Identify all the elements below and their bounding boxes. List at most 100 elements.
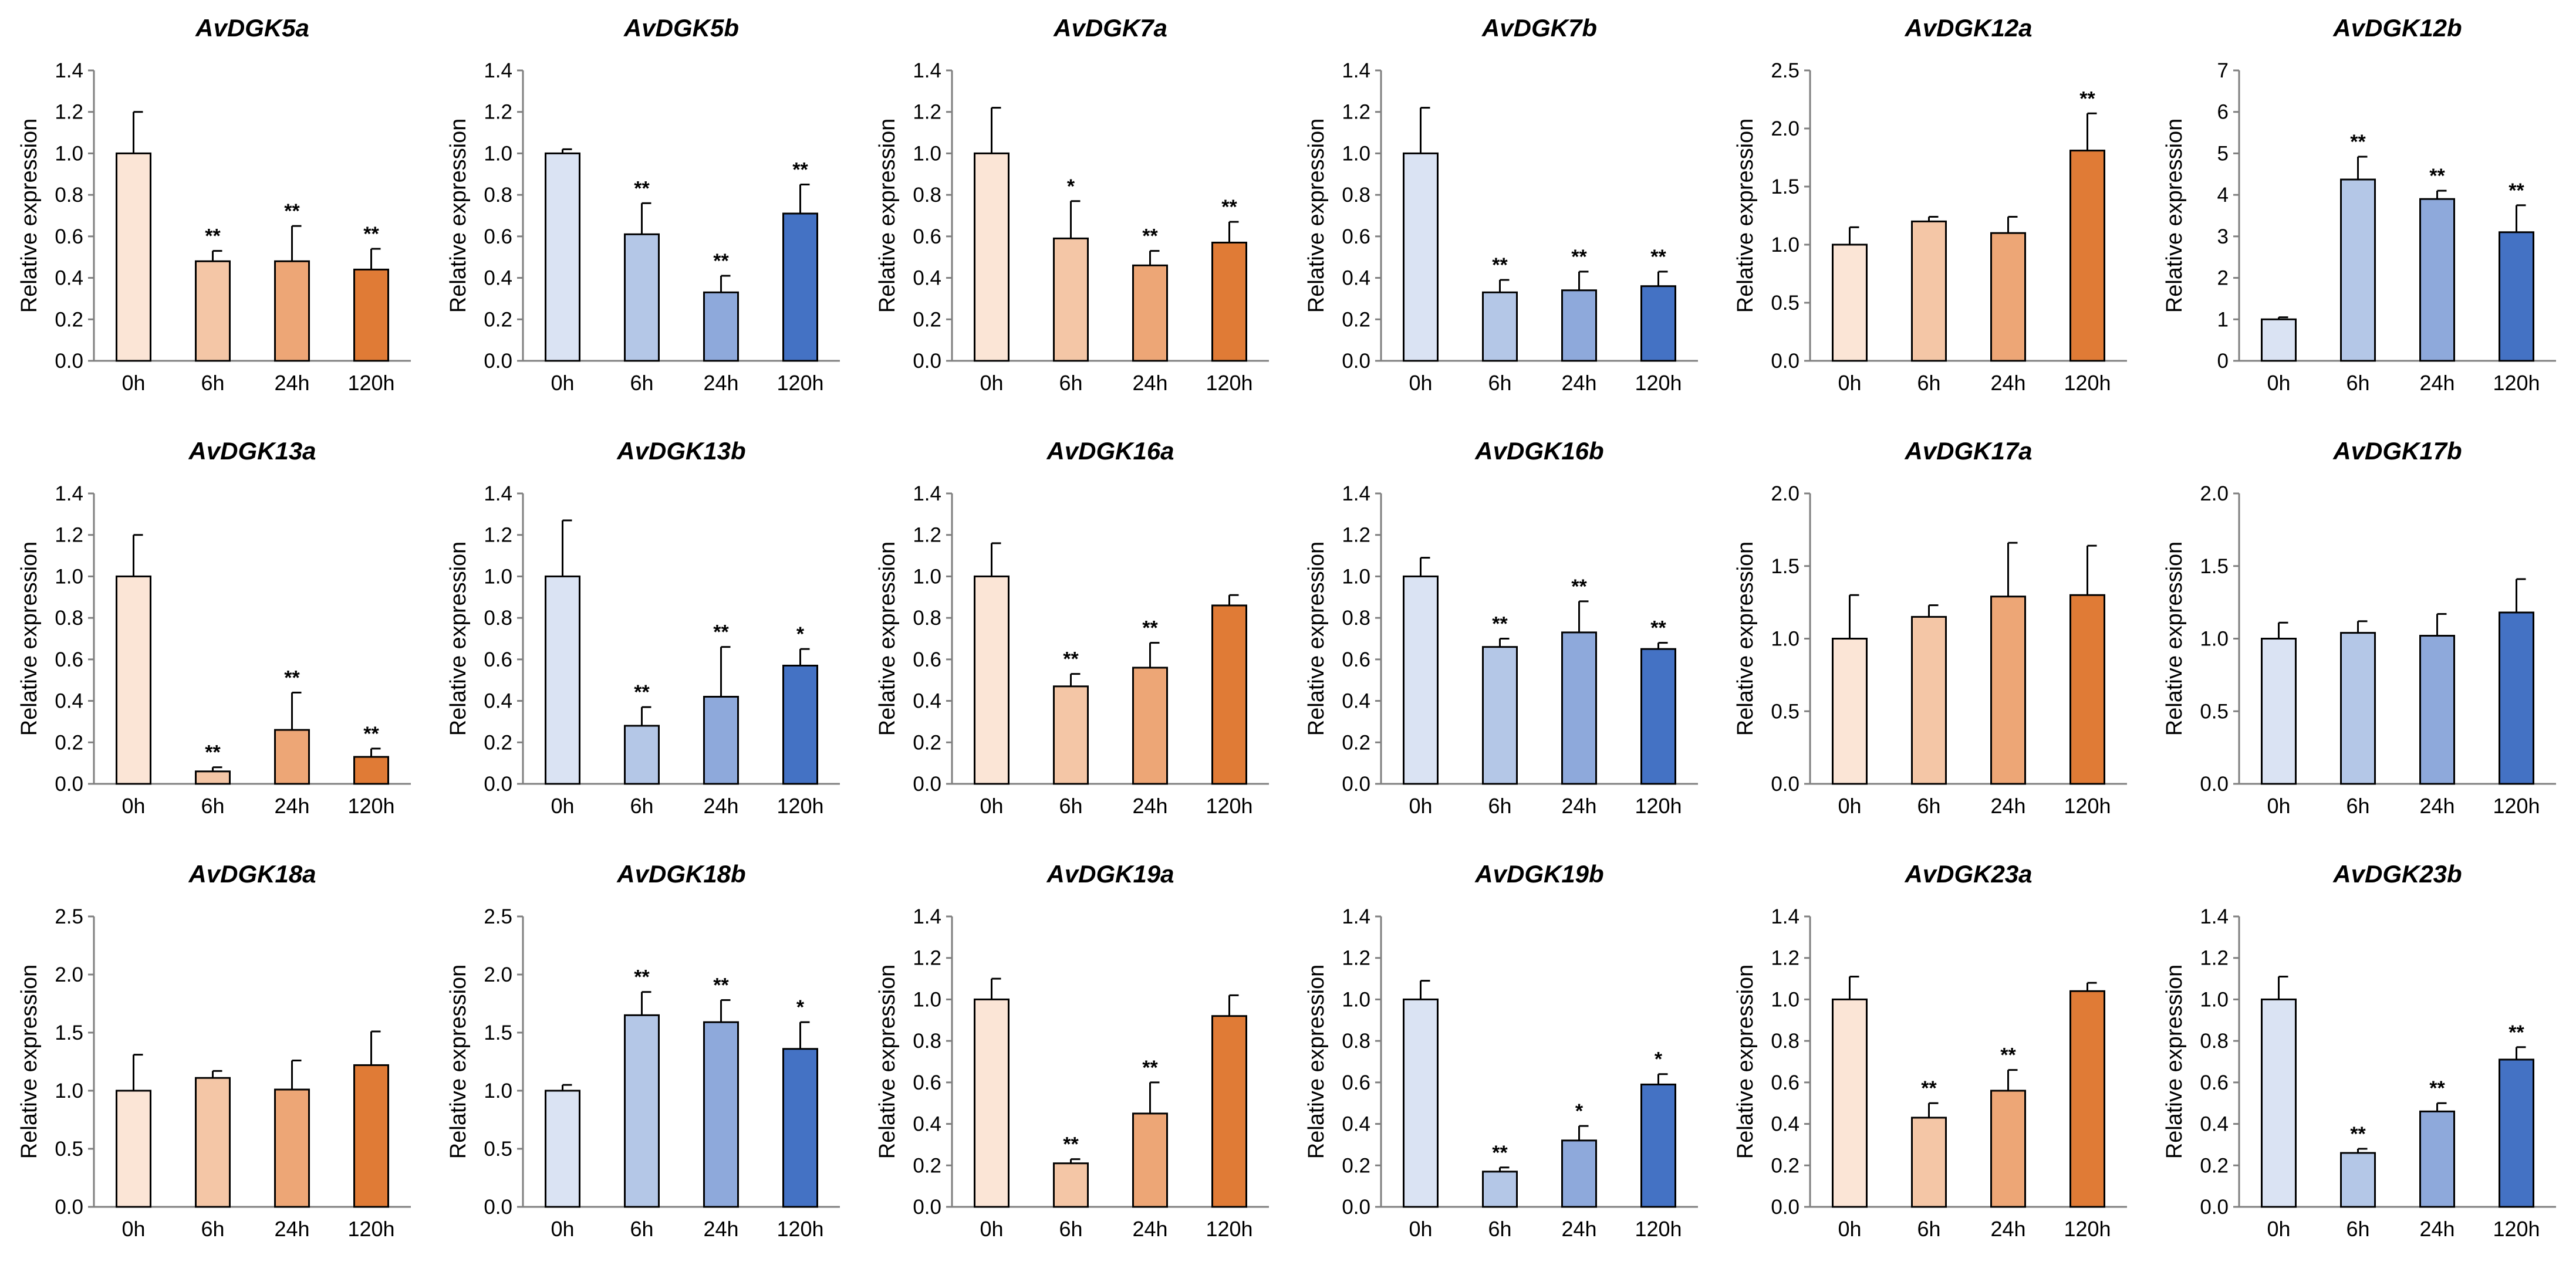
bar-24h	[1561, 289, 1597, 362]
y-tick-label: 0.0	[913, 1196, 941, 1219]
x-tick-label: 0h	[121, 1217, 145, 1241]
y-tick-label: 0.4	[1342, 267, 1370, 290]
y-tick-label: 1.2	[484, 524, 512, 547]
chart-panel-AvDGK7b: AvDGK7b Relative expression 0.0 0.2 0.4 0.6 0.…	[1287, 0, 1716, 423]
chart-title: AvDGK19a	[1046, 860, 1174, 888]
bar-120h	[1211, 1015, 1247, 1208]
x-tick-label: 0h	[1409, 371, 1432, 395]
chart-title: AvDGK23b	[2332, 860, 2462, 888]
significance-label: **	[1221, 196, 1237, 218]
chart-title: AvDGK17a	[1904, 437, 2032, 465]
y-tick-label: 1.2	[1342, 947, 1370, 970]
bar-0h	[1403, 998, 1439, 1208]
y-tick-label: 0	[2217, 350, 2229, 373]
x-tick-label: 120h	[1635, 1217, 1682, 1241]
y-tick-label: 0.2	[913, 308, 941, 331]
chart-svg: AvDGK23b Relative expression 0.0 0.2 0.4 0.6 0…	[2162, 860, 2556, 1241]
y-tick-label: 0.2	[1342, 308, 1370, 331]
significance-label: **	[713, 621, 729, 644]
x-tick-label: 6h	[2346, 794, 2369, 818]
significance-label: **	[1492, 1142, 1508, 1164]
y-axis-label: Relative expression	[1733, 119, 1758, 313]
x-tick-label: 0h	[2267, 794, 2290, 818]
chart-svg: AvDGK17a Relative expression 0.0 0.5 1.0 1.5 2…	[1733, 437, 2127, 818]
y-tick-label: 1.2	[913, 524, 941, 547]
bar-6h	[1911, 1117, 1947, 1208]
y-tick-label: 0.4	[484, 267, 512, 290]
y-tick-label: 0.8	[484, 607, 512, 630]
x-tick-label: 24h	[1132, 1217, 1167, 1241]
y-tick-label: 1.0	[2200, 988, 2229, 1011]
chart-title: AvDGK7b	[1481, 14, 1597, 42]
y-tick-label: 0.0	[484, 350, 512, 373]
x-tick-label: 120h	[2493, 371, 2540, 395]
y-axis-label: Relative expression	[446, 965, 471, 1159]
chart-svg: AvDGK18a Relative expression 0.0 0.5 1.0 1.5 2…	[17, 860, 411, 1241]
chart-svg: AvDGK17b Relative expression 0.0 0.5 1.0 1.5 2…	[2162, 437, 2556, 818]
y-tick-label: 1.4	[484, 482, 512, 505]
chart-panel-AvDGK12a: AvDGK12a Relative expression 0.0 0.5 1.0 1.5 2…	[1716, 0, 2145, 423]
chart-title: AvDGK16a	[1046, 437, 1174, 465]
chart-title: AvDGK19b	[1474, 860, 1603, 888]
x-tick-label: 6h	[1917, 371, 1940, 395]
y-axis-label: Relative expression	[1304, 965, 1329, 1159]
y-tick-label: 2.0	[1771, 117, 1800, 140]
significance-label: *	[1655, 1048, 1663, 1071]
bar-24h	[1561, 631, 1597, 785]
chart-svg: AvDGK19b Relative expression 0.0 0.2 0.4 0.6 0…	[1304, 860, 1698, 1241]
y-tick-label: 2.0	[2200, 482, 2229, 505]
bar-6h	[1482, 291, 1518, 362]
x-tick-label: 6h	[630, 794, 653, 818]
y-tick-label: 0.5	[484, 1138, 512, 1161]
bar-24h	[1990, 232, 2026, 362]
chart-svg: AvDGK19a Relative expression 0.0 0.2 0.4 0.6 0…	[875, 860, 1269, 1241]
x-tick-label: 24h	[1990, 371, 2025, 395]
y-axis-label: Relative expression	[1304, 119, 1329, 313]
y-tick-label: 0.2	[1342, 731, 1370, 754]
significance-label: **	[2509, 180, 2524, 202]
significance-label: **	[1921, 1077, 1937, 1100]
x-tick-label: 0h	[2267, 371, 2290, 395]
significance-label: **	[1142, 225, 1158, 248]
bar-6h	[195, 1077, 231, 1208]
y-tick-label: 0.4	[1342, 1113, 1370, 1136]
chart-title: AvDGK13a	[188, 437, 316, 465]
chart-title: AvDGK12a	[1904, 14, 2032, 42]
y-tick-label: 1.5	[1771, 555, 1800, 578]
significance-label: **	[713, 975, 729, 997]
x-tick-label: 120h	[347, 794, 394, 818]
x-tick-label: 120h	[2493, 794, 2540, 818]
y-tick-label: 0.8	[2200, 1030, 2229, 1053]
chart-svg: AvDGK7b Relative expression 0.0 0.2 0.4 0.6 0.…	[1304, 14, 1698, 395]
bar-0h	[1403, 152, 1439, 362]
x-tick-label: 6h	[630, 1217, 653, 1241]
chart-title: AvDGK18a	[188, 860, 316, 888]
y-tick-label: 0.0	[913, 773, 941, 796]
bar-24h	[274, 1088, 310, 1208]
x-tick-label: 120h	[776, 794, 823, 818]
y-tick-label: 0.5	[1771, 700, 1800, 723]
x-tick-label: 0h	[121, 794, 145, 818]
significance-label: **	[634, 681, 650, 703]
bar-0h	[1403, 575, 1439, 785]
y-tick-label: 0.6	[1771, 1071, 1800, 1094]
bar-24h	[703, 291, 739, 362]
bar-6h	[1053, 237, 1089, 362]
x-tick-label: 0h	[1838, 1217, 1861, 1241]
y-tick-label: 6	[2217, 101, 2229, 124]
x-tick-label: 0h	[1838, 794, 1861, 818]
bar-24h	[2419, 1110, 2455, 1208]
y-tick-label: 1.4	[913, 59, 941, 82]
significance-label: **	[2429, 165, 2445, 187]
y-tick-label: 1.5	[484, 1021, 512, 1044]
significance-label: **	[2000, 1044, 2016, 1067]
bar-0h	[116, 152, 151, 362]
x-tick-label: 24h	[703, 1217, 738, 1241]
y-tick-label: 0.6	[913, 1071, 941, 1094]
chart-panel-AvDGK5b: AvDGK5b Relative expression 0.0 0.2 0.4 0.6 0.…	[429, 0, 858, 423]
y-tick-label: 0.8	[55, 607, 83, 630]
x-tick-label: 120h	[1206, 1217, 1252, 1241]
y-tick-label: 0.6	[484, 225, 512, 248]
bar-120h	[353, 1064, 389, 1208]
chart-title: AvDGK5a	[195, 14, 309, 42]
